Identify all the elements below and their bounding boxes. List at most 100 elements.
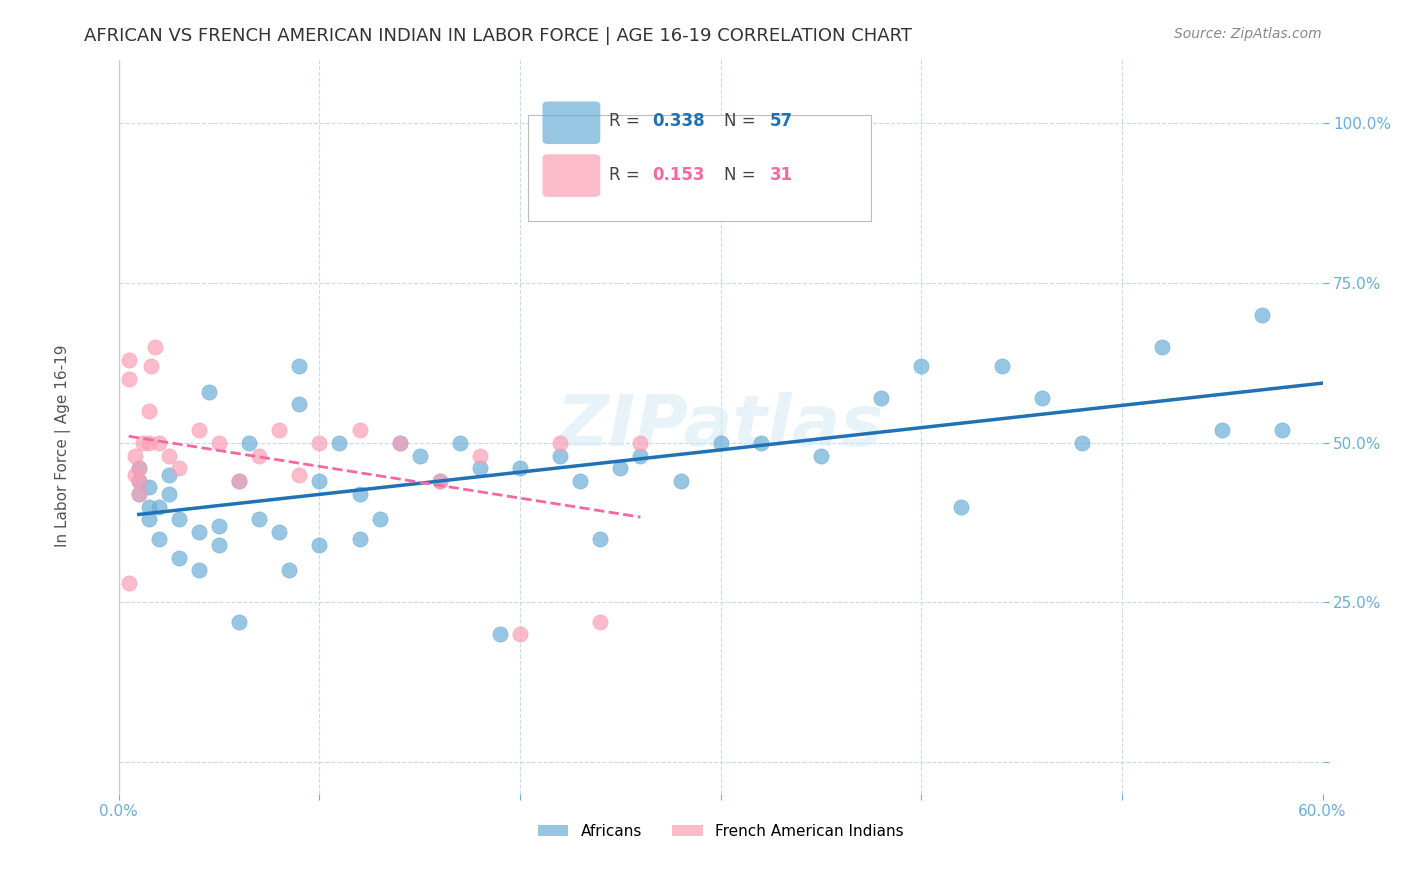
Point [128, 461, 150, 475]
Point [548, 449, 571, 463]
Point [247, 449, 270, 463]
Point [148, 435, 170, 450]
Point [157, 449, 180, 463]
Text: 0.338: 0.338 [652, 112, 704, 130]
Point [388, 435, 411, 450]
Point [132, 435, 155, 450]
Point [308, 474, 330, 488]
Point [950, 500, 973, 514]
Point [368, 512, 391, 526]
Point [167, 461, 190, 475]
Point [228, 615, 250, 629]
Point [143, 340, 166, 354]
Point [269, 423, 291, 437]
Text: N =: N = [724, 166, 756, 184]
Point [288, 397, 311, 411]
Point [138, 480, 160, 494]
Point [548, 435, 571, 450]
Point [128, 474, 150, 488]
Point [278, 564, 301, 578]
FancyBboxPatch shape [529, 115, 872, 221]
Point [288, 467, 311, 482]
Point [128, 487, 150, 501]
Point [589, 615, 612, 629]
Point [1152, 340, 1174, 354]
Point [128, 461, 150, 475]
Point [228, 474, 250, 488]
Point [990, 359, 1012, 373]
Point [628, 449, 651, 463]
Point [118, 372, 141, 386]
Point [1251, 308, 1274, 322]
Text: R =: R = [609, 166, 640, 184]
Point [128, 474, 150, 488]
Point [870, 391, 893, 405]
Point [148, 500, 170, 514]
Point [167, 512, 190, 526]
Text: ZIPatlas: ZIPatlas [557, 392, 884, 461]
Point [124, 467, 146, 482]
Point [188, 564, 211, 578]
Point [1271, 423, 1294, 437]
Point [138, 512, 160, 526]
Point [167, 550, 190, 565]
Point [609, 461, 631, 475]
Point [349, 423, 371, 437]
Point [1070, 435, 1092, 450]
Point [429, 474, 451, 488]
Point [139, 359, 162, 373]
Point [710, 435, 733, 450]
Point [148, 532, 170, 546]
Point [509, 461, 531, 475]
Point [749, 435, 772, 450]
Point [468, 461, 491, 475]
Point [910, 359, 932, 373]
Text: R =: R = [609, 112, 640, 130]
Legend: Africans, French American Indians: Africans, French American Indians [531, 818, 910, 845]
Text: Source: ZipAtlas.com: Source: ZipAtlas.com [1174, 27, 1322, 41]
Point [1211, 423, 1233, 437]
Point [138, 500, 160, 514]
Point [810, 449, 832, 463]
Point [118, 576, 141, 591]
Point [157, 467, 180, 482]
Point [589, 532, 612, 546]
Point [628, 435, 651, 450]
Point [208, 435, 231, 450]
Point [288, 359, 311, 373]
Point [188, 525, 211, 540]
Point [118, 352, 141, 367]
Point [269, 525, 291, 540]
Point [509, 627, 531, 641]
Point [238, 435, 260, 450]
Point [449, 435, 471, 450]
FancyBboxPatch shape [543, 102, 600, 144]
Point [489, 627, 512, 641]
Point [388, 435, 411, 450]
Point [138, 435, 160, 450]
Point [157, 487, 180, 501]
Point [208, 518, 231, 533]
Point [308, 435, 330, 450]
Text: In Labor Force | Age 16-19: In Labor Force | Age 16-19 [55, 344, 72, 548]
Text: 57: 57 [770, 112, 793, 130]
Text: AFRICAN VS FRENCH AMERICAN INDIAN IN LABOR FORCE | AGE 16-19 CORRELATION CHART: AFRICAN VS FRENCH AMERICAN INDIAN IN LAB… [84, 27, 912, 45]
Point [124, 449, 146, 463]
Point [349, 532, 371, 546]
Point [308, 538, 330, 552]
Point [669, 474, 692, 488]
Point [247, 512, 270, 526]
Point [208, 538, 231, 552]
Point [328, 435, 350, 450]
Point [198, 384, 221, 399]
Point [138, 404, 160, 418]
Text: N =: N = [724, 112, 756, 130]
Point [128, 487, 150, 501]
Text: 31: 31 [770, 166, 793, 184]
FancyBboxPatch shape [543, 154, 600, 197]
Point [349, 487, 371, 501]
Point [228, 474, 250, 488]
Point [569, 474, 592, 488]
Point [1031, 391, 1053, 405]
Point [468, 449, 491, 463]
